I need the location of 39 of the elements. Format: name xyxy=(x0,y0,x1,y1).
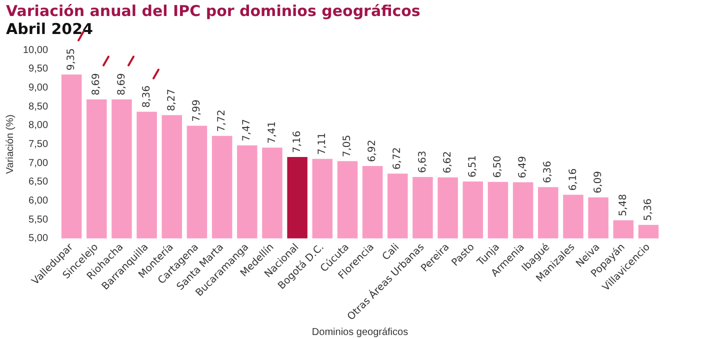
y-tick-label: 7,50 xyxy=(28,138,48,150)
y-tick-label: 5,50 xyxy=(28,214,48,226)
y-tick-label: 6,50 xyxy=(28,176,48,188)
y-tick-label: 5,00 xyxy=(28,233,48,244)
data-label: 6,62 xyxy=(442,151,454,174)
data-label: 8,36 xyxy=(141,86,152,108)
data-label: 6,36 xyxy=(542,160,554,184)
data-label: 7,99 xyxy=(192,99,203,122)
data-label: 6,51 xyxy=(467,155,478,178)
data-label: 6,50 xyxy=(492,156,504,178)
y-tick-label: 9,50 xyxy=(28,64,48,75)
data-label: 7,05 xyxy=(342,134,354,158)
data-label: 6,49 xyxy=(518,156,529,178)
chart-subtitle: Abril 2024 xyxy=(6,20,93,38)
data-label: 7,47 xyxy=(242,119,253,142)
x-axis-title: Dominios geográficos xyxy=(312,326,408,338)
y-tick-label: 9,00 xyxy=(28,82,48,94)
data-label: 8,69 xyxy=(116,73,128,96)
data-label: 6,72 xyxy=(392,147,404,170)
chart-title: Variación anual del IPC por dominios geográficos xyxy=(6,2,420,20)
data-label: 6,63 xyxy=(417,150,428,173)
data-label: 9,35 xyxy=(66,48,78,70)
data-label: 7,72 xyxy=(216,110,228,132)
y-tick-label: 8,50 xyxy=(28,101,48,112)
y-tick-label: 8,00 xyxy=(28,120,48,132)
data-label: 6,92 xyxy=(367,140,378,162)
data-label: 7,41 xyxy=(266,121,278,144)
data-label: 7,11 xyxy=(316,132,328,155)
data-label: 8,69 xyxy=(91,73,102,96)
y-axis-title: Variación (%) xyxy=(4,114,16,174)
data-label: 7,16 xyxy=(292,130,303,154)
data-label: 6,16 xyxy=(568,168,579,191)
data-label: 6,09 xyxy=(592,171,604,194)
y-tick-label: 10,00 xyxy=(22,44,48,56)
y-tick-label: 6,00 xyxy=(28,195,48,206)
data-label: 5,36 xyxy=(643,198,654,221)
data-label: 8,27 xyxy=(166,88,178,112)
y-tick-label: 7,00 xyxy=(28,158,48,169)
data-label: 5,48 xyxy=(618,194,629,216)
